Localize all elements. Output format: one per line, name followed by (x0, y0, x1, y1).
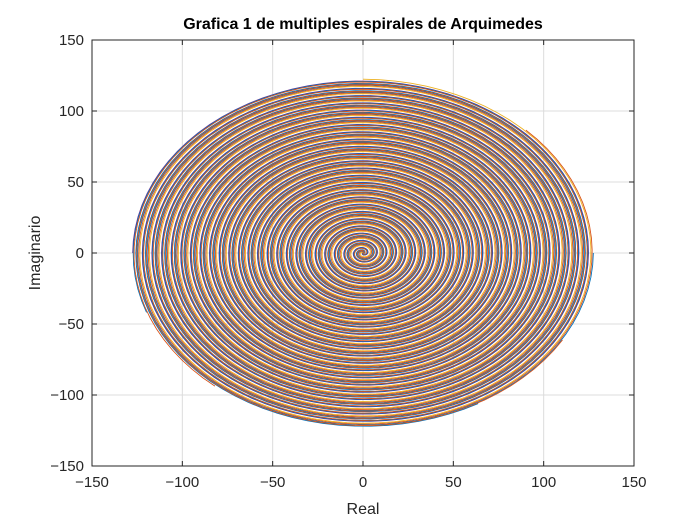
y-tick-label: 100 (59, 103, 84, 120)
x-tick-label: −150 (75, 474, 109, 491)
x-tick-label: 0 (359, 474, 367, 491)
spiral-series-2 (138, 85, 593, 425)
y-tick-label: 150 (59, 32, 84, 49)
y-tick-label: −100 (50, 387, 84, 404)
y-axis-label: Imaginario (27, 216, 44, 291)
spiral-series-8 (136, 83, 585, 427)
x-axis-label: Real (347, 501, 380, 518)
x-tick-label: 50 (445, 474, 462, 491)
spiral-series-4 (132, 80, 590, 422)
chart-title: Grafica 1 de multiples espirales de Arqu… (183, 16, 543, 33)
x-tick-label: 150 (621, 474, 646, 491)
x-tick-label: 100 (531, 474, 556, 491)
y-tick-label: 0 (76, 245, 84, 262)
x-tick-label: −100 (165, 474, 199, 491)
spiral-series-5 (132, 81, 589, 422)
spiral-series-6 (133, 81, 588, 421)
y-tick-label: −150 (50, 458, 84, 475)
series-group (132, 78, 594, 427)
spiral-series-3 (139, 78, 592, 424)
ticks: −150 −100 −50 0 50 100 150 −150 −100 −50 0 50 100 150 (50, 32, 646, 491)
y-tick-label: −50 (59, 316, 84, 333)
y-tick-label: 50 (67, 174, 84, 191)
spiral-series-1 (136, 84, 594, 426)
spiral-series-7 (135, 83, 586, 427)
x-tick-label: −50 (260, 474, 285, 491)
